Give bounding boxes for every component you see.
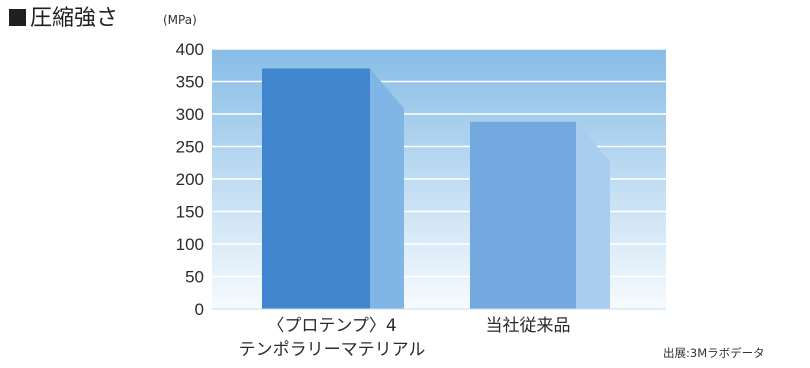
bar-front	[262, 68, 370, 309]
chart-title: 圧縮強さ	[30, 6, 118, 31]
y-tick-label: 0	[195, 300, 204, 319]
y-axis-ticks: 0 50 100 150 200 250 300 350 400	[176, 40, 204, 319]
y-tick-label: 250	[176, 138, 204, 157]
y-tick-label: 300	[176, 105, 204, 124]
y-tick-label: 200	[176, 170, 204, 189]
y-axis-unit: (MPa)	[163, 13, 197, 27]
bar-side	[370, 68, 404, 309]
y-tick-label: 400	[176, 40, 204, 59]
bars	[212, 68, 666, 310]
y-tick-label: 50	[185, 268, 204, 287]
title-marker-icon	[9, 9, 26, 26]
y-tick-label: 350	[176, 73, 204, 92]
bar-front	[470, 121, 576, 309]
source-note: 出展:3Mラボデータ	[663, 346, 765, 360]
bar	[470, 121, 610, 309]
x-category-label: 当社従来品	[486, 316, 571, 336]
bar-side	[576, 121, 610, 309]
y-tick-label: 150	[176, 203, 204, 222]
bar	[262, 68, 404, 309]
x-axis-categories: 〈プロテンプ〉4 テンポラリーマテリアル 当社従来品	[239, 316, 571, 360]
x-category-label: テンポラリーマテリアル	[239, 340, 426, 360]
x-category-label: 〈プロテンプ〉4	[267, 316, 396, 336]
y-tick-label: 100	[176, 235, 204, 254]
